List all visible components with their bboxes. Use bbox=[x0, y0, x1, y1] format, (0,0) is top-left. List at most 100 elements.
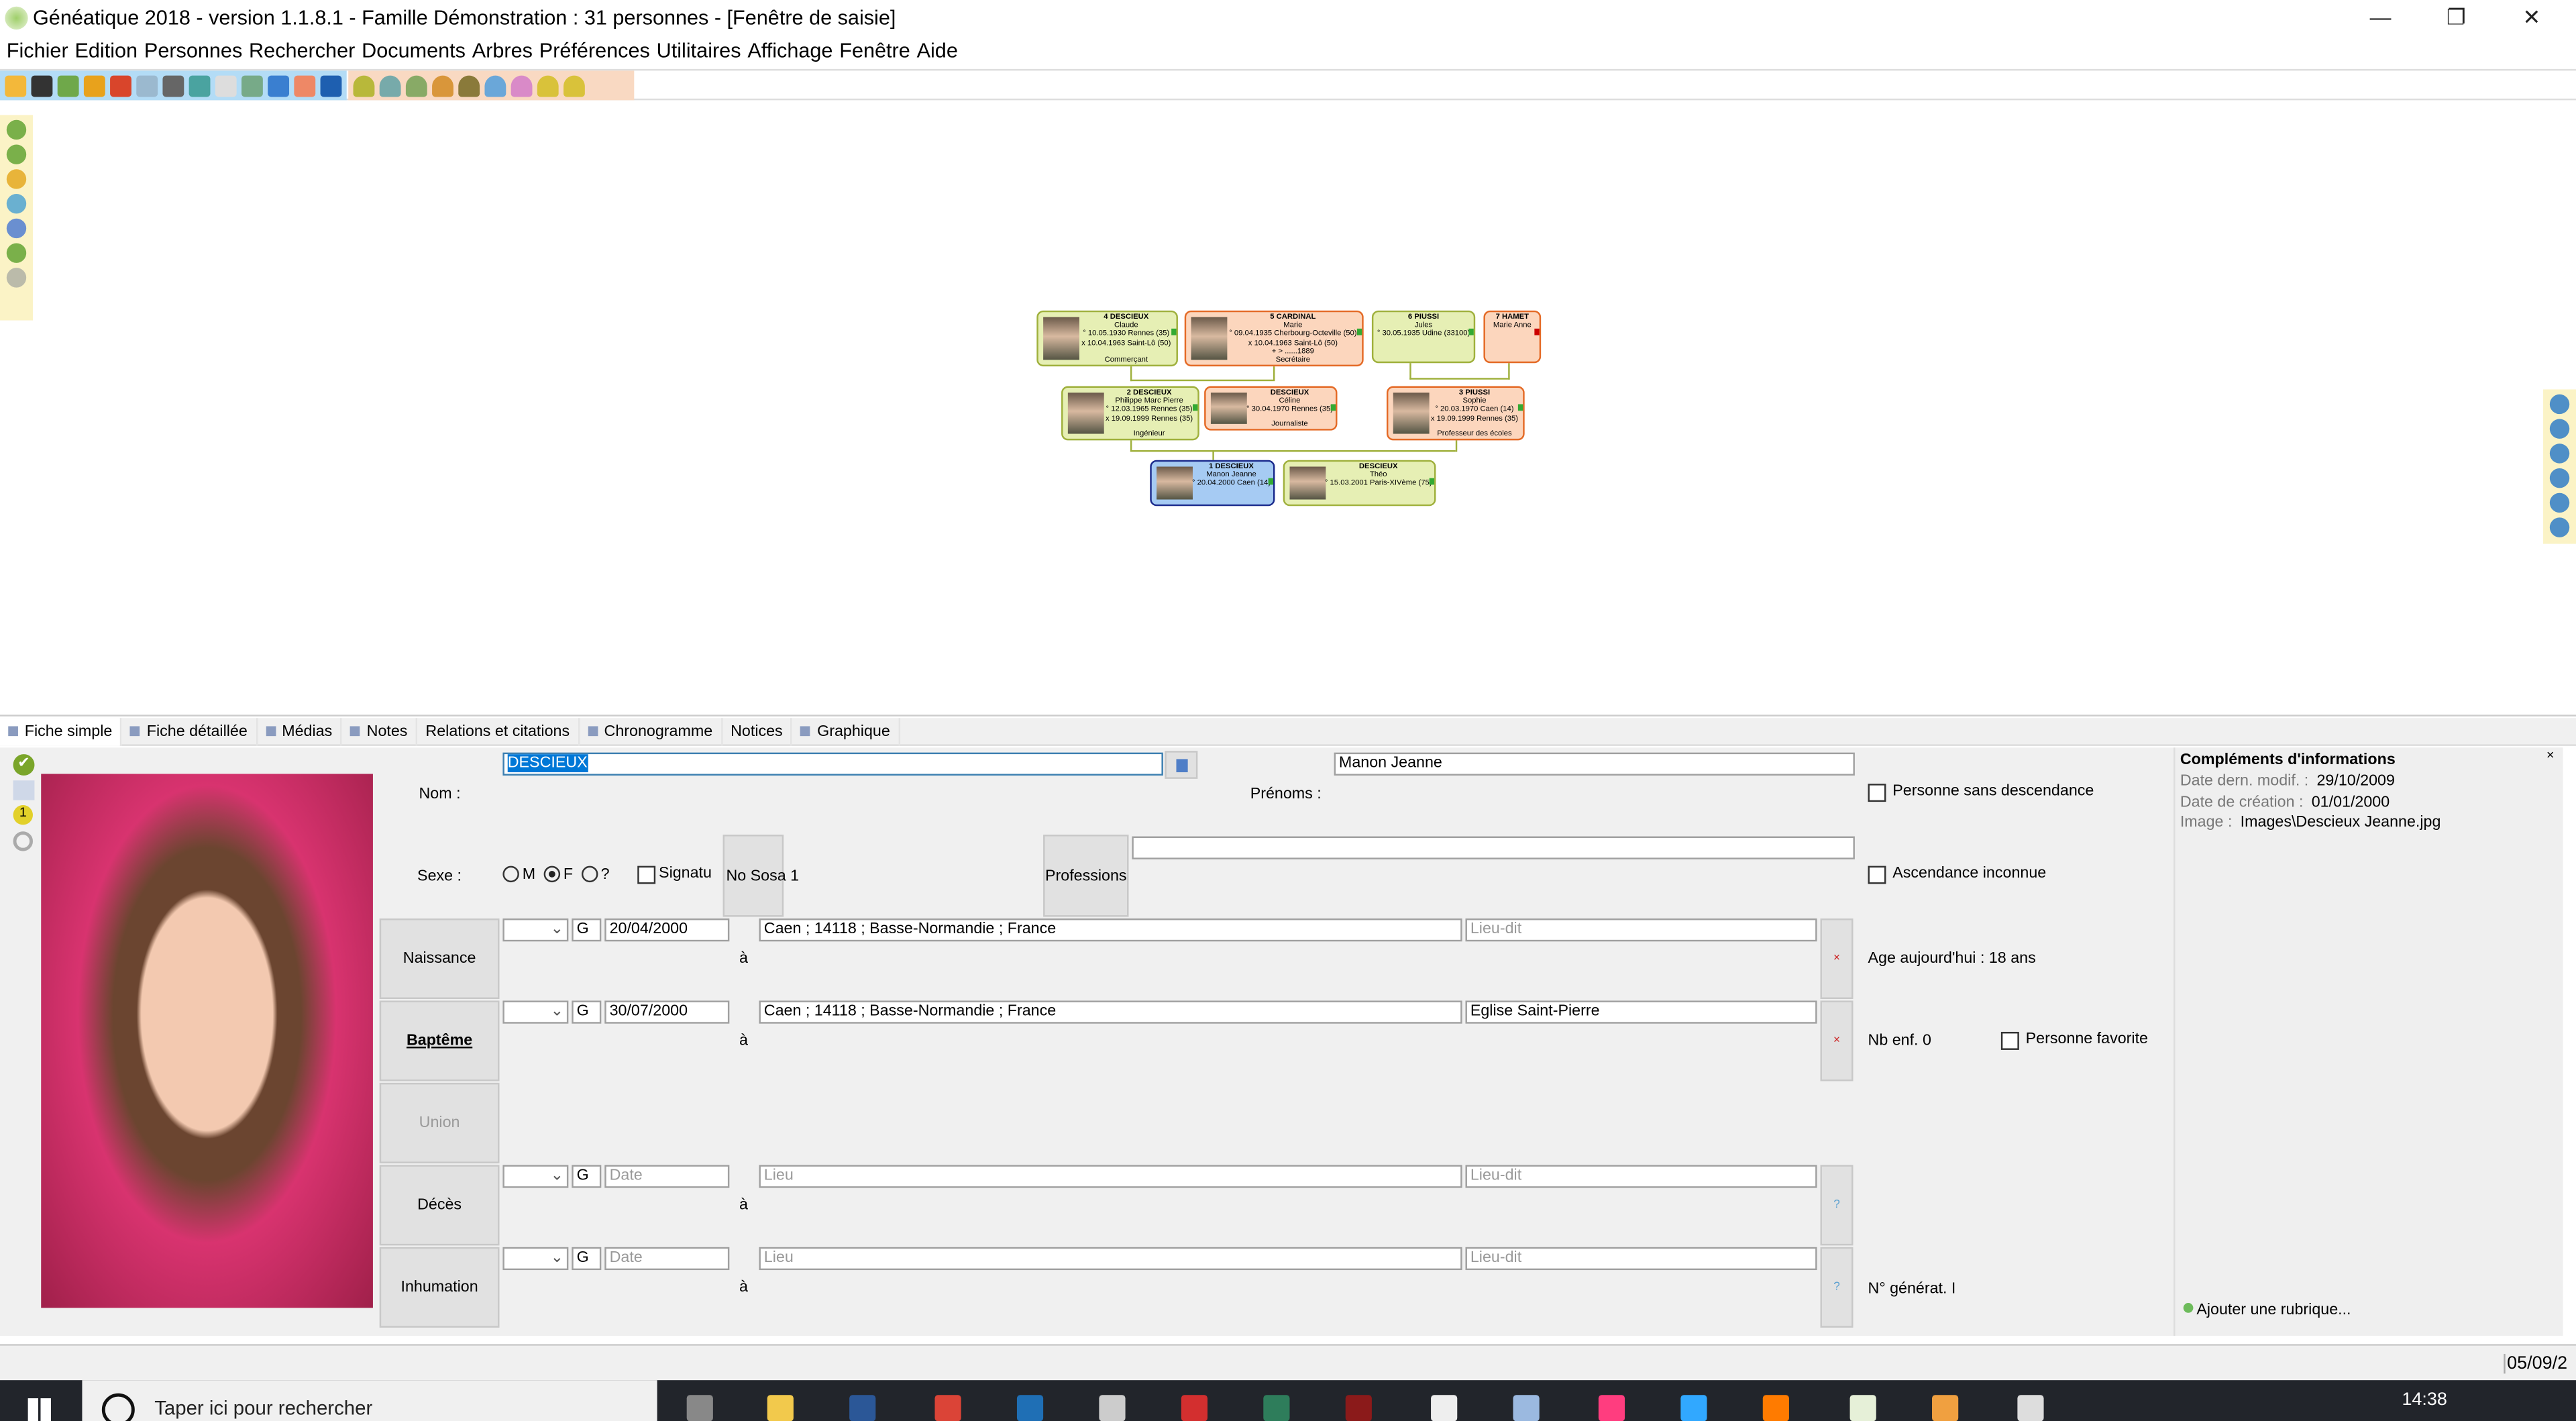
event-side-button[interactable]: × bbox=[1820, 918, 1854, 999]
person-box-p5[interactable]: 5 CARDINAL Marie ° 09.04.1935 Cherbourg-Oc… bbox=[1184, 310, 1364, 367]
event-qualifier-select[interactable]: ⌄ bbox=[502, 918, 569, 942]
zoom-plus-icon[interactable] bbox=[2549, 492, 2570, 513]
photoshop-icon[interactable] bbox=[1680, 1395, 1707, 1421]
menu-personnes[interactable]: Personnes bbox=[144, 39, 243, 63]
toolbar-icon-3[interactable] bbox=[83, 74, 105, 97]
event-lieudit-input[interactable]: Lieu-dit bbox=[1465, 1247, 1817, 1271]
tab-graphique[interactable]: Graphique bbox=[792, 718, 900, 746]
zoom-fit-icon[interactable] bbox=[2549, 419, 2570, 439]
sex-radio-m[interactable] bbox=[502, 866, 519, 884]
thunderbird-icon[interactable] bbox=[1016, 1395, 1044, 1421]
calendar-field[interactable]: G bbox=[572, 1247, 602, 1271]
toolbar-icon-12[interactable] bbox=[320, 74, 342, 97]
tab-notes[interactable]: Notes bbox=[342, 718, 418, 746]
professions-button[interactable]: Professions bbox=[1043, 835, 1129, 917]
event-qualifier-select[interactable]: ⌄ bbox=[502, 1247, 569, 1271]
toolbar-icon-7[interactable] bbox=[189, 74, 211, 97]
tree-tool-icon-4[interactable] bbox=[6, 218, 27, 239]
sex-radio-unknown[interactable] bbox=[581, 866, 598, 884]
professions-input[interactable] bbox=[1132, 836, 1855, 859]
toolbar-icon-8[interactable] bbox=[215, 74, 237, 97]
add-rubrique-link[interactable]: Ajouter une rubrique... bbox=[2196, 1301, 2351, 1320]
excel-icon[interactable] bbox=[1263, 1395, 1290, 1421]
signature-checkbox[interactable] bbox=[637, 865, 656, 884]
tree-tool-icon-6[interactable] bbox=[6, 268, 27, 288]
tab-notices[interactable]: Notices bbox=[722, 718, 793, 746]
zoom-out-icon[interactable] bbox=[2549, 468, 2570, 488]
person-box-pt[interactable]: DESCIEUX Théo ° 15.03.2001 Paris-XIVème (7… bbox=[1283, 460, 1436, 507]
sex-radio-f[interactable] bbox=[543, 866, 560, 884]
restore-button[interactable]: ❐ bbox=[2446, 5, 2466, 30]
menu-rechercher[interactable]: Rechercher bbox=[249, 39, 356, 63]
person-tool-icon-0[interactable] bbox=[353, 74, 375, 97]
event-button-deces[interactable]: Décès bbox=[379, 1165, 500, 1246]
ascendance-inconnue-checkbox[interactable] bbox=[1868, 865, 1886, 884]
toolbar-icon-9[interactable] bbox=[241, 74, 263, 97]
event-place-input[interactable]: Caen ; 14118 ; Basse-Normandie ; France bbox=[759, 918, 1462, 942]
event-button-inhumation[interactable]: Inhumation bbox=[379, 1247, 500, 1328]
zoom-in-icon[interactable] bbox=[2549, 443, 2570, 464]
event-lieudit-input[interactable]: Eglise Saint-Pierre bbox=[1465, 1000, 1817, 1024]
person-tool-icon-1[interactable] bbox=[379, 74, 401, 97]
calendar-field[interactable]: G bbox=[572, 1165, 602, 1188]
menu-fichier[interactable]: Fichier bbox=[6, 39, 68, 63]
menu-préférences[interactable]: Préférences bbox=[539, 39, 650, 63]
event-date-input[interactable]: 20/04/2000 bbox=[604, 918, 730, 942]
event-place-input[interactable]: Lieu bbox=[759, 1165, 1462, 1188]
tab-médias[interactable]: Médias bbox=[257, 718, 342, 746]
geneatique-icon[interactable] bbox=[1849, 1395, 1876, 1421]
tree-tool-icon-3[interactable] bbox=[6, 193, 27, 214]
event-lieudit-input[interactable]: Lieu-dit bbox=[1465, 918, 1817, 942]
event-side-button[interactable]: ? bbox=[1820, 1247, 1854, 1328]
tab-fiche-simple[interactable]: Fiche simple bbox=[0, 718, 123, 746]
menu-fenêtre[interactable]: Fenêtre bbox=[839, 39, 910, 63]
person-box-p7[interactable]: 7 HAMET Marie Anne bbox=[1483, 310, 1542, 364]
toolbar-icon-10[interactable] bbox=[268, 74, 290, 97]
event-place-input[interactable]: Caen ; 14118 ; Basse-Normandie ; France bbox=[759, 1000, 1462, 1024]
person-tool-icon-6[interactable] bbox=[511, 74, 533, 97]
event-date-input[interactable]: Date bbox=[604, 1247, 730, 1271]
favorite-checkbox[interactable] bbox=[2000, 1031, 2019, 1050]
windows-start-icon[interactable] bbox=[28, 1398, 51, 1421]
tree-tool-icon-5[interactable] bbox=[6, 243, 27, 263]
toolbar-icon-5[interactable] bbox=[136, 74, 158, 97]
settings-icon[interactable] bbox=[13, 831, 33, 851]
word-icon[interactable] bbox=[849, 1395, 876, 1421]
toolbar-icon-11[interactable] bbox=[294, 74, 316, 97]
toolbar-icon-4[interactable] bbox=[110, 74, 131, 97]
nom-input[interactable]: DESCIEUX bbox=[502, 752, 1163, 776]
menu-utilitaires[interactable]: Utilitaires bbox=[656, 39, 741, 63]
file-explorer-icon[interactable] bbox=[767, 1395, 794, 1421]
event-button-naissance[interactable]: Naissance bbox=[379, 918, 500, 999]
toolbar-icon-2[interactable] bbox=[57, 74, 79, 97]
person-tool-icon-4[interactable] bbox=[458, 74, 480, 97]
toolbar-icon-0[interactable] bbox=[5, 74, 27, 97]
person-tool-icon-2[interactable] bbox=[405, 74, 427, 97]
name-list-button[interactable] bbox=[1165, 751, 1198, 779]
person-box-pc[interactable]: DESCIEUX Céline ° 30.04.1970 Rennes (35) Jo… bbox=[1204, 386, 1338, 431]
card-icon[interactable] bbox=[13, 780, 35, 800]
person-tool-icon-3[interactable] bbox=[432, 74, 453, 97]
menu-affichage[interactable]: Affichage bbox=[747, 39, 833, 63]
complements-close-button[interactable]: × bbox=[2546, 747, 2555, 763]
tree-canvas[interactable]: 4 DESCIEUX Claude ° 10.05.1930 Rennes (35)… bbox=[0, 101, 2576, 717]
info-icon[interactable] bbox=[2549, 394, 2570, 415]
event-qualifier-select[interactable]: ⌄ bbox=[502, 1165, 569, 1188]
event-qualifier-select[interactable]: ⌄ bbox=[502, 1000, 569, 1024]
person-box-p1[interactable]: 1 DESCIEUX Manon Jeanne ° 20.04.2000 Caen … bbox=[1150, 460, 1275, 507]
tree-tool-icon-0[interactable] bbox=[6, 119, 27, 140]
toolbar-icon-1[interactable] bbox=[31, 74, 53, 97]
event-place-input[interactable]: Lieu bbox=[759, 1247, 1462, 1271]
person-tool-icon-5[interactable] bbox=[484, 74, 506, 97]
tab-chronogramme[interactable]: Chronogramme bbox=[580, 718, 722, 746]
close-button[interactable]: ✕ bbox=[2522, 5, 2541, 30]
calendar-field[interactable]: G bbox=[572, 1000, 602, 1024]
menu-edition[interactable]: Edition bbox=[74, 39, 138, 63]
app-pen-icon[interactable] bbox=[1513, 1395, 1540, 1421]
tab-fiche-détaillée[interactable]: Fiche détaillée bbox=[122, 718, 258, 746]
person-box-p3[interactable]: 3 PIUSSI Sophie ° 20.03.1970 Caen (14) x 19… bbox=[1386, 386, 1525, 441]
person-box-p4[interactable]: 4 DESCIEUX Claude ° 10.05.1930 Rennes (35)… bbox=[1036, 310, 1178, 367]
event-date-input[interactable]: 30/07/2000 bbox=[604, 1000, 730, 1024]
sosa-button[interactable]: No Sosa 1 bbox=[722, 835, 799, 917]
indesign-icon[interactable] bbox=[1598, 1395, 1625, 1421]
